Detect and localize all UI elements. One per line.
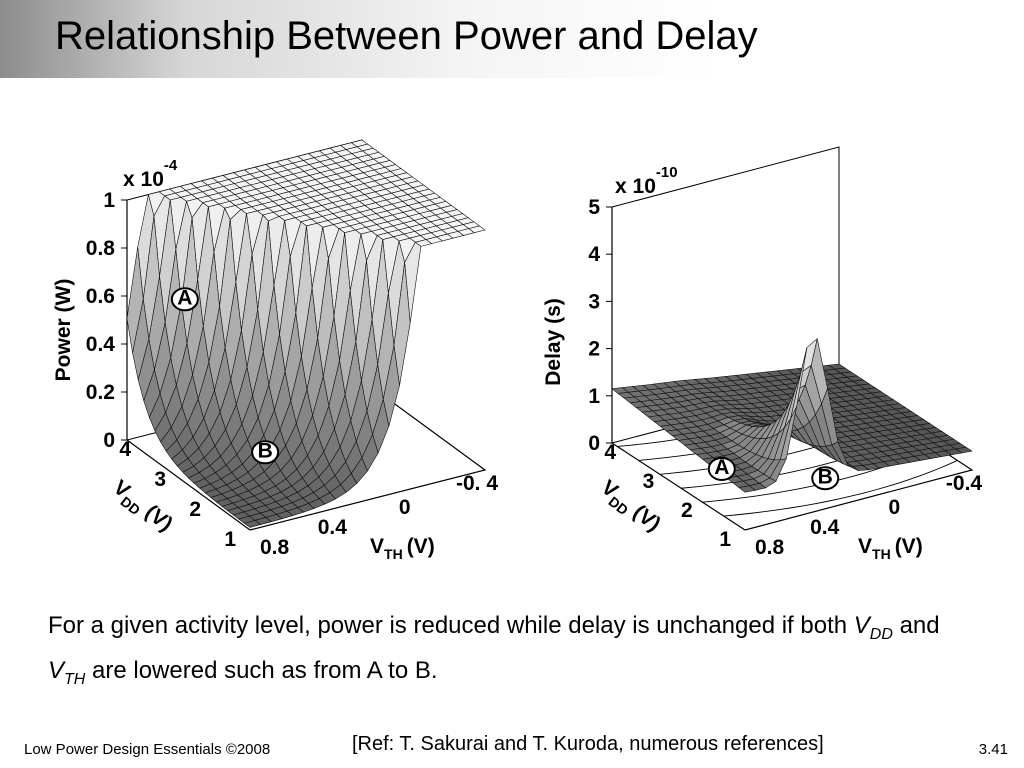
z-tick-label: 0.4 <box>86 333 116 356</box>
vdd-tick-label: 1 <box>719 528 731 551</box>
vth-tick-label: 0 <box>399 496 411 519</box>
box-edge <box>249 379 487 531</box>
vth-tick-label: 0.4 <box>810 516 840 539</box>
z-tick-label: 2 <box>588 338 600 361</box>
marker-label: B <box>818 465 833 488</box>
vdd-tick-label: 4 <box>119 438 131 461</box>
z-tick-label: 0.2 <box>86 381 115 404</box>
vth-label: VTH (V) <box>370 535 435 562</box>
marker-circle <box>811 466 840 491</box>
marker-label: A <box>177 286 192 309</box>
z-tick-label: 1 <box>103 189 115 212</box>
surface-patch <box>243 520 262 528</box>
z-tick-label: 1 <box>588 385 600 408</box>
title-band <box>0 0 1024 78</box>
z-tick-label: 4 <box>588 243 600 266</box>
vdd-tick-label: 2 <box>189 498 201 521</box>
vth-tick-label: 0.8 <box>755 536 785 559</box>
surface-patch <box>738 485 757 493</box>
box-edge <box>611 207 746 531</box>
marker-circle <box>170 287 199 312</box>
vdd-label: VDD(V) <box>106 476 176 539</box>
caption: For a given activity level, power is red… <box>48 612 940 688</box>
multiplier: x 10-10 <box>615 164 678 198</box>
vth-tick-label: 0.8 <box>260 536 290 559</box>
vth-tick-label: -0.4 <box>946 472 983 495</box>
z-tick-label: 0 <box>103 429 115 452</box>
vth-tick-label: -0. 4 <box>456 472 498 495</box>
vth-tick-label: 0 <box>888 496 900 519</box>
marker-label: A <box>714 456 729 479</box>
contour-line <box>723 460 958 517</box>
vdd-tick-label: 3 <box>643 470 655 493</box>
vdd-tick-label: 2 <box>681 499 693 522</box>
multiplier: x 10-4 <box>123 157 178 191</box>
vdd-tick-label: 3 <box>154 468 166 491</box>
z-label: Delay (s) <box>542 298 565 386</box>
vth-tick-label: 0.4 <box>318 516 348 539</box>
marker-circle <box>707 456 736 481</box>
page-number: 3.41 <box>978 741 1008 758</box>
z-tick-label: 3 <box>588 290 600 313</box>
z-tick-label: 0.6 <box>86 285 115 308</box>
z-tick-label: 0 <box>588 432 600 455</box>
vdd-tick-label: 4 <box>604 441 616 464</box>
reference: [Ref: T. Sakurai and T. Kuroda, numerous… <box>352 733 824 755</box>
delay-plot: 0 1 2 3 4 5 1 2 3 4 0.8 0.4 0 -0.4 A B <box>588 146 983 559</box>
marker-circle <box>251 440 280 465</box>
z-label: Power (W) <box>52 279 75 382</box>
marker-label: B <box>258 439 273 462</box>
vth-label: VTH (V) <box>858 535 923 562</box>
z-tick-label: 5 <box>588 196 600 219</box>
slide-title: Relationship Between Power and Delay <box>55 14 758 58</box>
vdd-tick-label: 1 <box>224 528 236 551</box>
z-tick-label: 0.8 <box>86 237 116 260</box>
footer: Low Power Design Essentials ©2008 <box>24 741 271 758</box>
